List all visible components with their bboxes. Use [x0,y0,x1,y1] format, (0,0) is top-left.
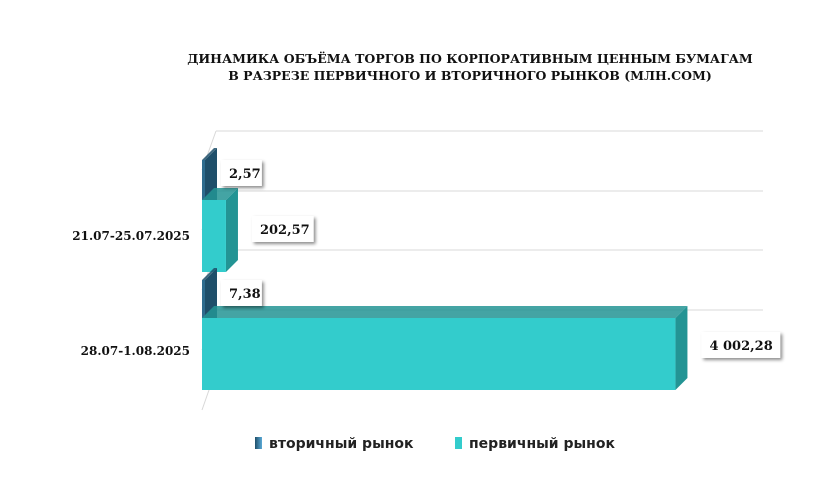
label-secondary-0-box [221,160,262,186]
category-label-0: 21.07-25.07.2025 [72,229,190,243]
bar-primary-0 [202,188,238,272]
legend-label-0: вторичный рынок [269,436,414,452]
bar-primary-1-top [202,306,688,318]
category-axis: 21.07-25.07.2025 28.07-1.08.2025 [72,229,190,358]
bar-secondary-0-top [202,148,217,160]
label-secondary-0: 2,57 [221,160,262,186]
bars [202,148,688,390]
legend-swatch-1 [455,437,462,449]
bar-primary-1-front [202,318,676,390]
legend: вторичный рынок первичный рынок [255,436,615,452]
chart-title: ДИНАМИКА ОБЪЁМА ТОРГОВ ПО КОРПОРАТИВНЫМ … [187,51,753,66]
legend-swatch-0 [255,437,262,449]
bar-secondary-1-top [202,268,217,280]
data-labels: 2,57 202,57 7,38 4 002,28 [221,160,781,358]
bar-primary-0-front [202,200,226,272]
bar-secondary-0-front [202,160,205,232]
bar-primary-1 [202,306,688,390]
label-primary-0-text: 202,57 [260,223,310,238]
label-primary-1-box [701,332,781,358]
label-secondary-1-text: 7,38 [229,287,261,302]
label-primary-1-text: 4 002,28 [709,339,772,354]
legend-item-1: первичный рынок [455,436,615,452]
label-primary-0-box [251,216,314,242]
label-primary-0: 202,57 [251,216,314,242]
label-secondary-1-box [221,280,262,306]
category-label-1: 28.07-1.08.2025 [81,344,190,358]
label-secondary-1: 7,38 [221,280,262,306]
legend-item-0: вторичный рынок [255,436,414,452]
label-secondary-0-text: 2,57 [229,167,261,182]
chart-subtitle: В РАЗРЕЗЕ ПЕРВИЧНОГО И ВТОРИЧНОГО РЫНКОВ… [228,68,712,83]
bar-secondary-1-front [202,280,205,350]
bar-primary-1-side [675,306,688,390]
bar-primary-0-top [202,188,238,200]
bar-primary-0-side [225,188,238,272]
legend-label-1: первичный рынок [469,436,615,452]
label-primary-1: 4 002,28 [701,332,781,358]
